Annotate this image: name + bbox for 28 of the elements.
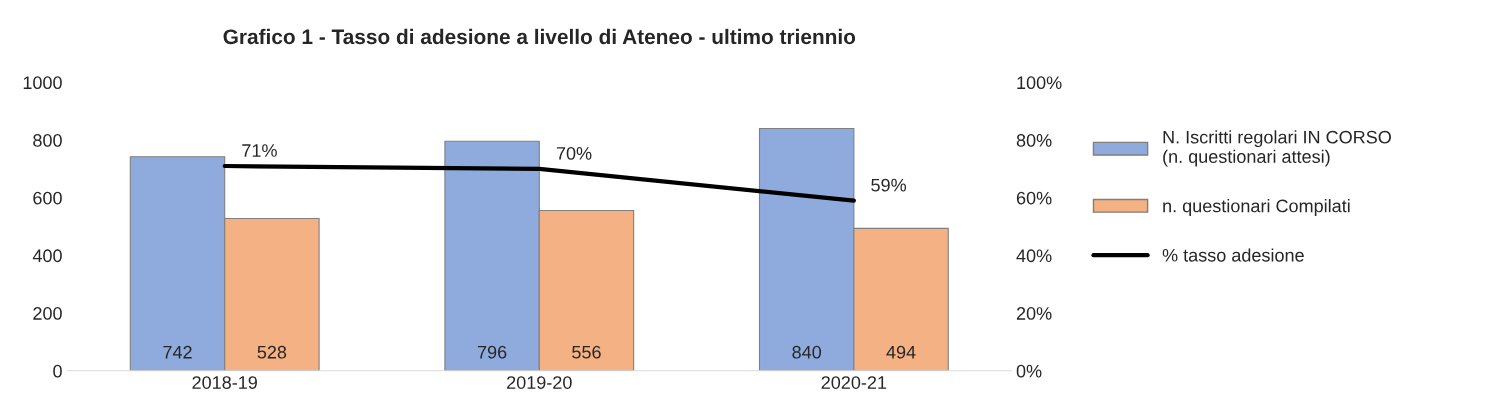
- legend-label: N. Iscritti regolari IN CORSO (n. questionari attesi): [1163, 130, 1391, 167]
- data-label: 59%: [871, 178, 907, 192]
- y2-tick-label: 100%: [1017, 76, 1062, 90]
- y-tick-label: 200: [33, 307, 62, 320]
- y2-tick-label: 20%: [1016, 307, 1052, 320]
- y-tick-label: 800: [33, 134, 62, 147]
- x-tick-label: 2018-19: [192, 376, 257, 389]
- y2-tick-label: 40%: [1016, 249, 1052, 263]
- y2-tick-label: 80%: [1016, 134, 1052, 147]
- data-label: 840: [792, 345, 822, 359]
- y2-tick-label: 60%: [1016, 191, 1052, 205]
- data-label: 528: [257, 345, 287, 359]
- data-label: 70%: [556, 147, 592, 160]
- x-tick-label: 2020-21: [821, 376, 887, 389]
- x-tick-label: 2019-20: [507, 376, 572, 389]
- chart-title: Grafico 1 - Tasso di adesione a livello di Ateneo - ultimo triennio: [223, 28, 856, 45]
- data-label: 556: [572, 345, 601, 359]
- data-label: 742: [163, 345, 192, 359]
- y-tick-label: 400: [32, 249, 62, 263]
- legend-label: n. questionari Compilati: [1163, 199, 1350, 216]
- legend-label: % tasso adesione: [1162, 248, 1304, 262]
- y2-tick-label: 0%: [1016, 364, 1042, 378]
- data-label: 494: [886, 345, 916, 359]
- y-tick-label: 0: [53, 364, 62, 378]
- y-tick-label: 600: [33, 191, 62, 205]
- data-label: 71%: [242, 144, 277, 157]
- y-tick-label: 1000: [23, 76, 62, 90]
- data-label: 796: [477, 345, 507, 359]
